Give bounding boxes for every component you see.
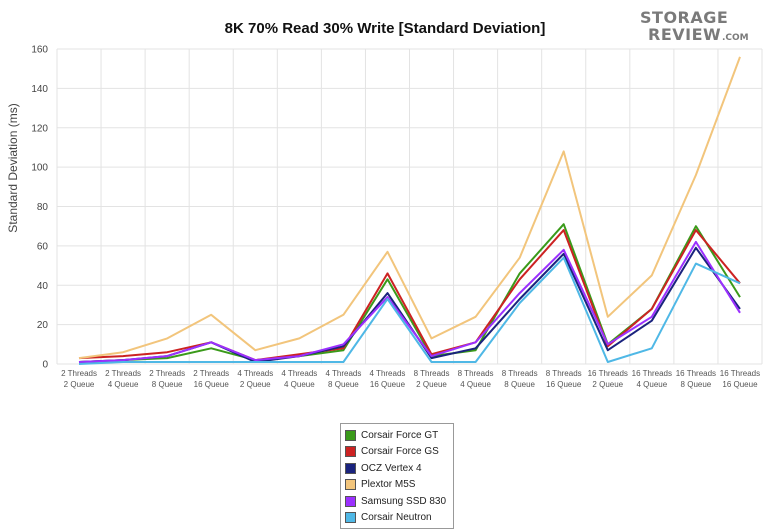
x-tick-label: 4 Queue: [284, 380, 315, 389]
x-tick-label: 4 Queue: [460, 380, 491, 389]
logo-text-bottom: REVIEW: [648, 25, 721, 44]
x-tick-label: 16 Threads: [676, 369, 716, 378]
legend-item-plextor-m5s[interactable]: Plextor M5S: [345, 477, 449, 494]
legend-swatch: [345, 429, 356, 441]
y-tick-label: 0: [42, 360, 48, 371]
x-tick-label: 2 Queue: [592, 380, 623, 389]
storagereview-logo: STORAGE REVIEW .COM: [640, 8, 749, 44]
x-tick-label: 16 Queue: [546, 380, 582, 389]
legend-swatch: [345, 512, 356, 524]
legend-swatch: [345, 495, 356, 507]
x-tick-label: 16 Threads: [720, 369, 760, 378]
x-tick-label: 8 Queue: [504, 380, 535, 389]
x-tick-label: 2 Queue: [64, 380, 95, 389]
x-tick-label: 16 Queue: [722, 380, 758, 389]
x-tick-label: 8 Queue: [152, 380, 183, 389]
x-tick-label: 8 Queue: [681, 380, 712, 389]
y-axis-label: Standard Deviation (ms): [6, 103, 20, 232]
legend-item-corsair-neutron[interactable]: Corsair Neutron: [345, 510, 449, 527]
y-tick-label: 160: [31, 45, 48, 56]
y-tick-label: 100: [31, 163, 48, 174]
x-tick-label: 2 Queue: [240, 380, 271, 389]
x-tick-label: 2 Threads: [149, 369, 185, 378]
legend-item-samsung-ssd-830[interactable]: Samsung SSD 830: [345, 493, 449, 510]
x-tick-label: 4 Threads: [237, 369, 273, 378]
legend-label: OCZ Vertex 4: [361, 462, 422, 474]
legend-label: Corsair Neutron: [361, 512, 432, 524]
x-tick-label: 16 Queue: [370, 380, 406, 389]
x-tick-label: 4 Queue: [108, 380, 139, 389]
y-axis-ticks: 0 20 40 60 80 100 120 140 160: [31, 45, 48, 371]
x-tick-label: 16 Queue: [194, 380, 230, 389]
x-tick-label: 8 Threads: [546, 369, 582, 378]
x-tick-label: 16 Threads: [588, 369, 628, 378]
y-tick-label: 80: [37, 202, 49, 213]
x-tick-label: 4 Threads: [281, 369, 317, 378]
series-line-corsair-force-gs: [78, 229, 741, 362]
y-tick-label: 40: [37, 281, 49, 292]
grid: [56, 48, 763, 365]
x-tick-label: 4 Threads: [325, 369, 361, 378]
x-tick-label: 2 Threads: [61, 369, 97, 378]
x-tick-label: 2 Queue: [416, 380, 447, 389]
legend-item-ocz-vertex-4[interactable]: OCZ Vertex 4: [345, 460, 449, 477]
y-tick-label: 20: [37, 320, 49, 331]
legend: Corsair Force GT Corsair Force GS OCZ Vert…: [340, 423, 454, 529]
series-line-samsung-ssd-830: [78, 240, 741, 363]
series-line-corsair-neutron: [78, 256, 741, 365]
x-tick-label: 8 Threads: [458, 369, 494, 378]
x-tick-label: 8 Threads: [502, 369, 538, 378]
x-tick-label: 2 Threads: [193, 369, 229, 378]
x-tick-label: 8 Threads: [414, 369, 450, 378]
legend-item-corsair-force-gt[interactable]: Corsair Force GT: [345, 427, 449, 444]
legend-label: Samsung SSD 830: [361, 495, 447, 507]
legend-swatch: [345, 479, 356, 491]
x-tick-label: 2 Threads: [105, 369, 141, 378]
x-axis-ticks: 2 Threads 2 Queue 2 Threads 4 Queue 2 Thread…: [61, 369, 760, 389]
legend-label: Corsair Force GT: [361, 429, 439, 441]
y-tick-label: 140: [31, 84, 48, 95]
line-chart: 8K 70% Read 30% Write [Standard Deviatio…: [6, 8, 763, 389]
x-tick-label: 8 Queue: [328, 380, 359, 389]
series-lines: [78, 56, 741, 365]
chart-title: 8K 70% Read 30% Write [Standard Deviatio…: [225, 20, 546, 37]
logo-text-top: STORAGE: [640, 8, 728, 27]
x-tick-label: 16 Threads: [632, 369, 672, 378]
x-tick-label: 4 Queue: [636, 380, 667, 389]
legend-swatch: [345, 462, 356, 474]
y-tick-label: 120: [31, 123, 48, 134]
series-line-plextor-m5s: [78, 56, 741, 360]
legend-label: Corsair Force GS: [361, 446, 439, 458]
legend-item-corsair-force-gs[interactable]: Corsair Force GS: [345, 444, 449, 461]
logo-text-suffix: .COM: [722, 33, 749, 43]
y-tick-label: 60: [37, 241, 49, 252]
legend-label: Plextor M5S: [361, 479, 416, 491]
x-tick-label: 4 Threads: [370, 369, 406, 378]
legend-swatch: [345, 446, 356, 458]
